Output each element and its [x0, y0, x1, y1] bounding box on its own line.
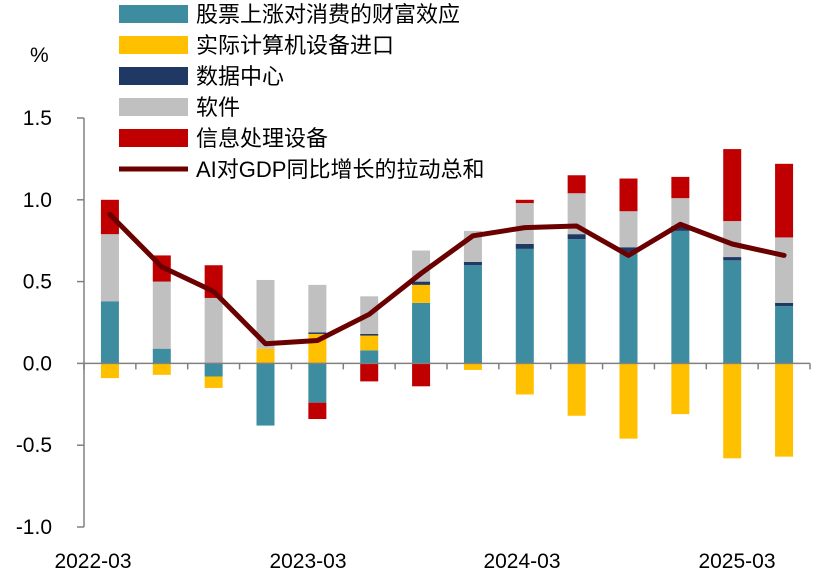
y-axis-unit: % — [30, 44, 49, 67]
bar-segment-2-12 — [723, 257, 742, 261]
bar-segment-3-4 — [308, 284, 327, 333]
bar-segment-0-1 — [152, 348, 171, 364]
bar-segment-3-0 — [100, 234, 119, 302]
bar-segment-4-6 — [412, 363, 431, 387]
bar-segment-0-8 — [515, 248, 534, 364]
bar-segment-3-13 — [775, 237, 794, 303]
x-axis-labels: 2022-03 2023-03 2024-03 2025-03 — [54, 550, 775, 573]
bar-segment-2-8 — [515, 243, 534, 249]
bar-segment-4-10 — [619, 178, 638, 212]
bar-segment-2-11 — [671, 225, 690, 231]
bar-segment-2-13 — [775, 302, 794, 307]
bar-segment-1-6 — [412, 284, 431, 303]
bar-segment-1-12 — [723, 363, 742, 459]
legend-label-2: 数据中心 — [196, 64, 284, 89]
total-contribution-line — [107, 212, 787, 347]
bar-segment-1-5 — [360, 335, 379, 351]
legend-label-0: 股票上涨对消费的财富效应 — [196, 2, 460, 27]
y-tick-label: -1.0 — [16, 516, 52, 539]
bar-segment-4-12 — [723, 149, 742, 222]
bar-segment-0-4 — [308, 363, 327, 403]
bar-segment-4-4 — [308, 402, 327, 420]
bar-segment-4-9 — [567, 175, 586, 194]
bar-segment-1-9 — [567, 363, 586, 416]
bar-segment-2-9 — [567, 234, 586, 240]
y-tick-label: 0.5 — [23, 271, 52, 294]
x-tick-label: 2023-03 — [269, 550, 346, 573]
bar-segment-2-10 — [619, 247, 638, 253]
bar-segment-3-12 — [723, 221, 742, 258]
bar-segment-0-7 — [463, 265, 482, 364]
bar-segment-1-0 — [100, 363, 119, 379]
y-tick-label: 0.0 — [23, 352, 52, 375]
y-tick-label: 1.0 — [23, 189, 52, 212]
bar-segment-4-5 — [360, 363, 379, 382]
x-axis — [83, 362, 811, 370]
bar-segment-3-3 — [256, 279, 275, 349]
legend-swatch-1 — [119, 36, 188, 54]
bar-segment-2-5 — [360, 333, 379, 336]
legend-swatch-2 — [119, 67, 188, 85]
bar-segment-4-13 — [775, 163, 794, 238]
bar-segment-0-13 — [775, 306, 794, 364]
bar-segment-1-13 — [775, 363, 794, 457]
bar-segment-3-11 — [671, 198, 690, 226]
legend-label-4: 信息处理设备 — [196, 126, 328, 151]
bar-segment-1-1 — [152, 363, 171, 375]
bar-segment-1-8 — [515, 363, 534, 395]
y-tick-label: -0.5 — [16, 434, 52, 457]
bar-segment-1-7 — [463, 363, 482, 370]
bar-segment-0-0 — [100, 301, 119, 364]
x-tick-label: 2025-03 — [698, 550, 775, 573]
x-tick-label: 2022-03 — [54, 550, 131, 573]
bar-segment-2-4 — [308, 332, 327, 334]
y-tick-label: 1.5 — [23, 107, 52, 130]
y-axis: 1.5 1.0 0.5 0.0 -0.5 -1.0 — [16, 107, 85, 539]
bar-segment-0-3 — [256, 363, 275, 426]
bar-segment-1-11 — [671, 363, 690, 415]
bar-segment-2-7 — [463, 261, 482, 266]
bar-segment-0-11 — [671, 230, 690, 364]
bar-segment-1-2 — [204, 376, 223, 388]
legend-swatch-0 — [119, 5, 188, 23]
bar-segment-3-10 — [619, 211, 638, 248]
bar-segment-3-1 — [152, 281, 171, 349]
bar-segment-0-9 — [567, 239, 586, 364]
bar-segment-0-5 — [360, 350, 379, 364]
legend-label-line: AI对GDP同比增长的拉动总和 — [196, 157, 484, 182]
bar-segment-1-3 — [256, 348, 275, 364]
bar-segment-0-2 — [204, 363, 223, 377]
x-tick-label: 2024-03 — [483, 550, 560, 573]
bar-segment-0-12 — [723, 260, 742, 364]
bar-segment-3-8 — [515, 203, 534, 244]
legend-swatch-3 — [119, 98, 188, 116]
bar-segment-2-6 — [412, 281, 431, 285]
bar-segment-3-2 — [204, 297, 223, 364]
legend-label-3: 软件 — [196, 95, 240, 120]
bar-segment-0-10 — [619, 252, 638, 364]
total-line-layer — [107, 212, 787, 347]
legend-swatch-4 — [119, 129, 188, 147]
legend-label-1: 实际计算机设备进口 — [196, 33, 394, 58]
bars — [100, 149, 794, 459]
bar-segment-4-11 — [671, 176, 690, 199]
bar-segment-1-10 — [619, 363, 638, 439]
bar-segment-0-6 — [412, 302, 431, 364]
bar-segment-4-8 — [515, 199, 534, 204]
